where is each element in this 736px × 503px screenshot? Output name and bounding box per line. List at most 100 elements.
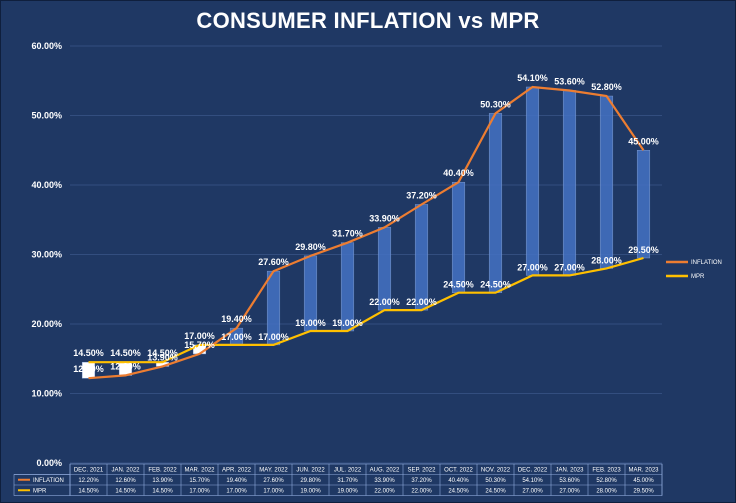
y-tick-label: 30.00% [31,250,62,260]
table-inflation-cell: 50.30% [485,478,506,484]
mpr-data-label: 29.50% [628,245,659,255]
y-tick-label: 0.00% [36,458,62,468]
inflation-data-label: 37.20% [406,190,437,200]
range-bar [636,150,651,259]
mpr-data-label: 24.50% [480,280,511,290]
inflation-line [88,85,645,380]
inflation-data-label: 45.00% [628,136,659,146]
table-inflation-cell: 15.70% [189,478,210,484]
mpr-data-label: 14.50% [147,348,178,358]
table-mpr-cell: 19.00% [337,489,358,495]
inflation-data-label: 29.80% [295,242,326,252]
y-tick-label: 40.00% [31,180,62,190]
mpr-data-label: 27.00% [517,262,548,272]
table-mpr-cell: 28.00% [596,489,617,495]
table-category-cell: OCT. 2022 [444,468,473,474]
mpr-data-label: 22.00% [406,297,437,307]
table-mpr-cell: 14.50% [78,489,99,495]
table-mpr-cell: 29.50% [633,489,654,495]
table-mpr-cell: 24.50% [485,489,506,495]
table-inflation-cell: 52.80% [596,478,617,484]
table-category-cell: MAY. 2022 [259,468,288,474]
y-tick-label: 20.00% [31,319,62,329]
chart-title: CONSUMER INFLATION vs MPR [196,8,540,33]
mpr-data-label: 28.00% [591,255,622,265]
table-category-cell: JAN. 2022 [111,468,140,474]
table-category-cell: NOV. 2022 [481,468,511,474]
table-mpr-cell: 14.50% [115,489,136,495]
inflation-data-label: 53.60% [554,76,585,86]
legend-inflation-label: INFLATION [691,260,722,266]
table-category-cell: APR. 2022 [222,468,252,474]
inflation-data-label: 27.60% [258,257,289,267]
range-bar [599,95,614,269]
inflation-data-label: 50.30% [480,99,511,109]
table-category-cell: JAN. 2023 [555,468,584,474]
table-inflation-cell: 33.90% [374,478,395,484]
inflation-data-label: 19.40% [221,314,252,324]
table-category-cell: MAR. 2023 [628,468,659,474]
table-inflation-cell: 54.10% [522,478,543,484]
inflation-data-label: 15.70% [184,340,215,350]
inflation-data-label: 52.80% [591,82,622,92]
table-inflation-cell: 31.70% [337,478,358,484]
mpr-data-label: 22.00% [369,297,400,307]
table-mpr-cell: 19.00% [300,489,321,495]
table-inflation-cell: 53.60% [559,478,580,484]
table-mpr-cell: 17.00% [189,489,210,495]
table-mpr-cell: 22.00% [411,489,432,495]
table-category-cell: SEP. 2022 [408,468,437,474]
range-bar [451,181,466,293]
table-mpr-cell: 22.00% [374,489,395,495]
mpr-data-label: 17.00% [258,332,289,342]
legend-mpr-label: MPR [691,274,705,280]
mpr-data-label: 17.00% [184,331,215,341]
table-inflation-key: INFLATION [33,478,64,484]
mpr-data-label: 17.00% [221,332,252,342]
table-category-cell: FEB. 2022 [148,468,177,474]
table-mpr-cell: 27.00% [522,489,543,495]
inflation-data-label: 12.20% [73,364,104,374]
range-bar [562,90,577,276]
table-inflation-cell: 27.60% [263,478,284,484]
mpr-line [88,256,644,364]
y-tick-label: 60.00% [31,41,62,51]
table-mpr-key: MPR [33,489,47,495]
table-category-cell: JUL. 2022 [334,468,362,474]
table-inflation-cell: 19.40% [226,478,247,484]
mpr-data-label: 14.50% [110,348,141,358]
mpr-data-label: 19.00% [295,318,326,328]
table-category-cell: DEC. 2021 [74,468,104,474]
table-inflation-cell: 13.90% [152,478,173,484]
table-mpr-cell: 17.00% [263,489,284,495]
mpr-data-label: 24.50% [443,280,474,290]
table-inflation-cell: 12.20% [78,478,99,484]
table-mpr-cell: 17.00% [226,489,247,495]
table-inflation-cell: 45.00% [633,478,654,484]
inflation-data-label: 33.90% [369,213,400,223]
inflation-data-label: 31.70% [332,229,363,239]
table-mpr-cell: 24.50% [448,489,469,495]
inflation-data-label: 13.90% [147,352,178,362]
inflation-data-label: 54.10% [517,73,548,83]
range-bar [488,113,503,293]
table-inflation-cell: 40.40% [448,478,469,484]
y-tick-label: 10.00% [31,389,62,399]
mpr-data-label: 19.00% [332,318,363,328]
inflation-data-label: 12.60% [110,361,141,371]
table-mpr-cell: 27.00% [559,489,580,495]
table-category-cell: JUN. 2022 [296,468,325,474]
table-inflation-cell: 12.60% [115,478,136,484]
mpr-data-label: 27.00% [554,262,585,272]
table-mpr-cell: 14.50% [152,489,173,495]
inflation-data-label: 40.40% [443,168,474,178]
mpr-data-label: 14.50% [73,348,104,358]
table-category-cell: AUG. 2022 [370,468,400,474]
table-category-cell: FEB. 2023 [592,468,621,474]
range-bar [414,204,429,311]
table-inflation-cell: 29.80% [300,478,321,484]
y-tick-label: 50.00% [31,111,62,121]
table-inflation-cell: 37.20% [411,478,432,484]
